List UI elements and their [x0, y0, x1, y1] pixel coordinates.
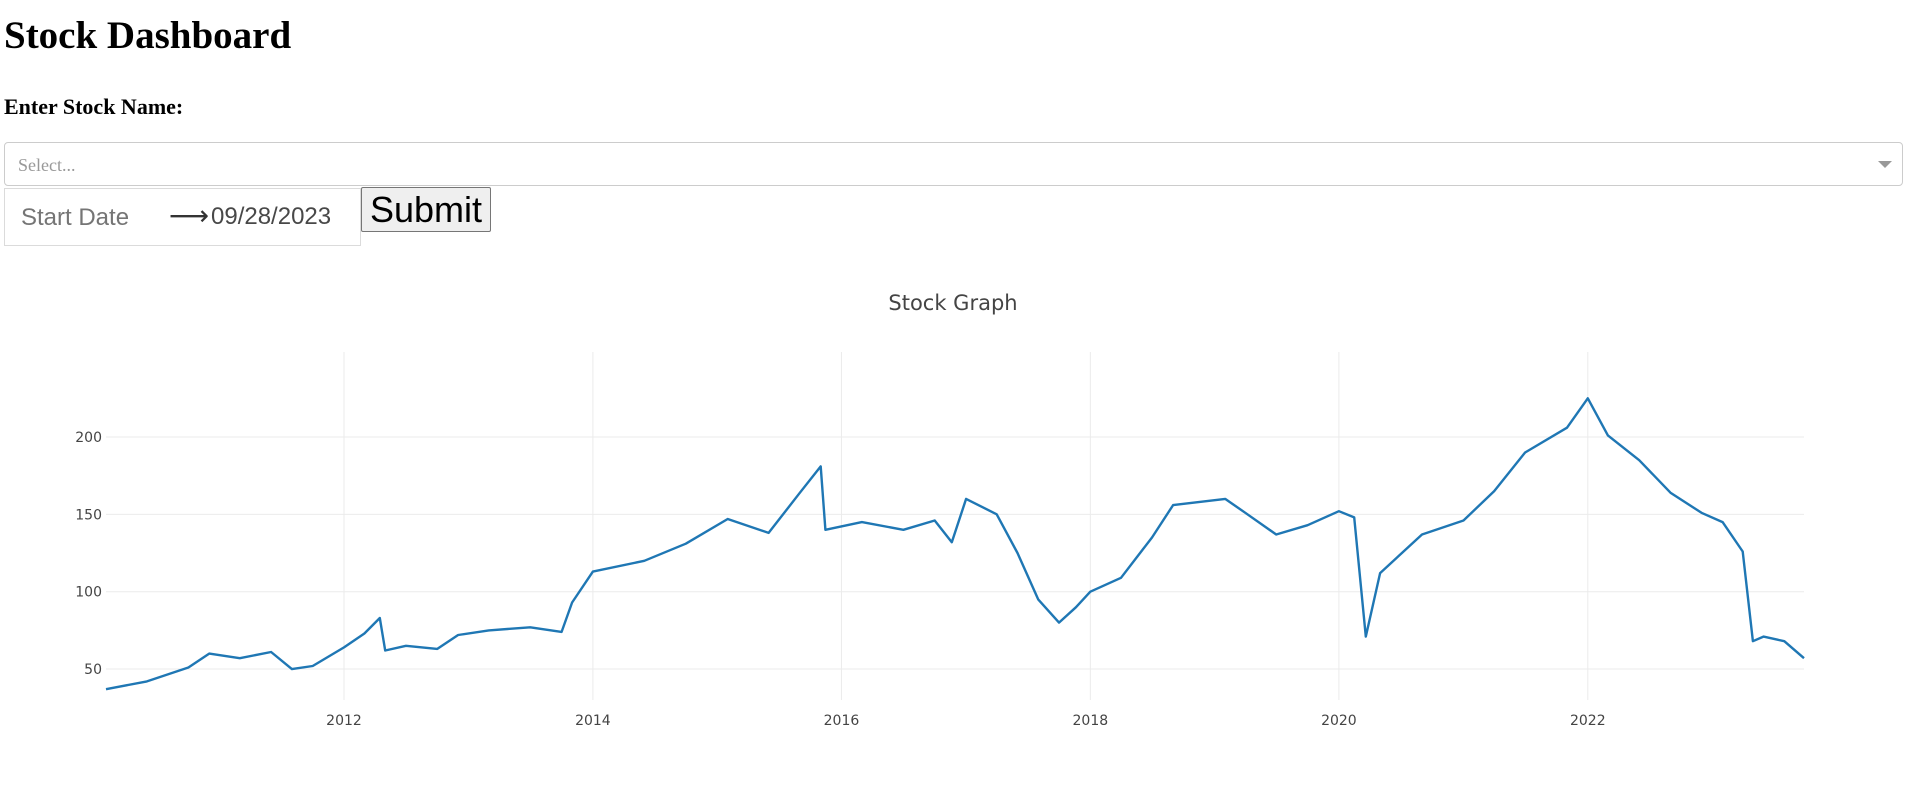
x-grid: [343, 352, 1589, 700]
series-line: [105, 397, 1805, 691]
date-range-picker[interactable]: ⟶ 09/28/2023: [4, 188, 361, 246]
x-tick-label: 2018: [1073, 713, 1109, 729]
submit-button[interactable]: Submit: [361, 187, 492, 232]
x-tick-label: 2014: [575, 713, 611, 729]
start-date-input[interactable]: [19, 203, 163, 233]
arrow-right-icon: ⟶: [169, 199, 210, 232]
y-grid: [106, 436, 1804, 670]
stock-name-label: Enter Stock Name:: [4, 94, 184, 119]
x-tick-label: 2012: [326, 713, 362, 729]
end-date-input[interactable]: 09/28/2023: [211, 203, 332, 230]
x-tick-label: 2016: [824, 713, 860, 729]
x-axis: 2012 2014 2016 2018 2020 2022: [326, 713, 1605, 729]
stock-graph: 50 100 150 200 2012 2014 2016 2018 2020 2022 Sto…: [75, 291, 1805, 729]
y-tick-label: 200: [75, 430, 102, 446]
page-title: Stock Dashboard: [4, 14, 292, 57]
x-tick-label: 2022: [1570, 713, 1606, 729]
stock-select[interactable]: Select...: [4, 142, 1903, 186]
dropdown-toggle[interactable]: [1868, 143, 1902, 185]
chevron-down-icon: [1878, 161, 1892, 168]
x-tick-label: 2020: [1321, 713, 1357, 729]
stock-select-placeholder: Select...: [18, 155, 76, 175]
y-tick-label: 150: [75, 507, 102, 523]
y-tick-label: 50: [84, 662, 102, 678]
y-tick-label: 100: [75, 585, 102, 601]
chart-title: Stock Graph: [888, 291, 1017, 315]
y-axis: 50 100 150 200: [75, 430, 102, 678]
